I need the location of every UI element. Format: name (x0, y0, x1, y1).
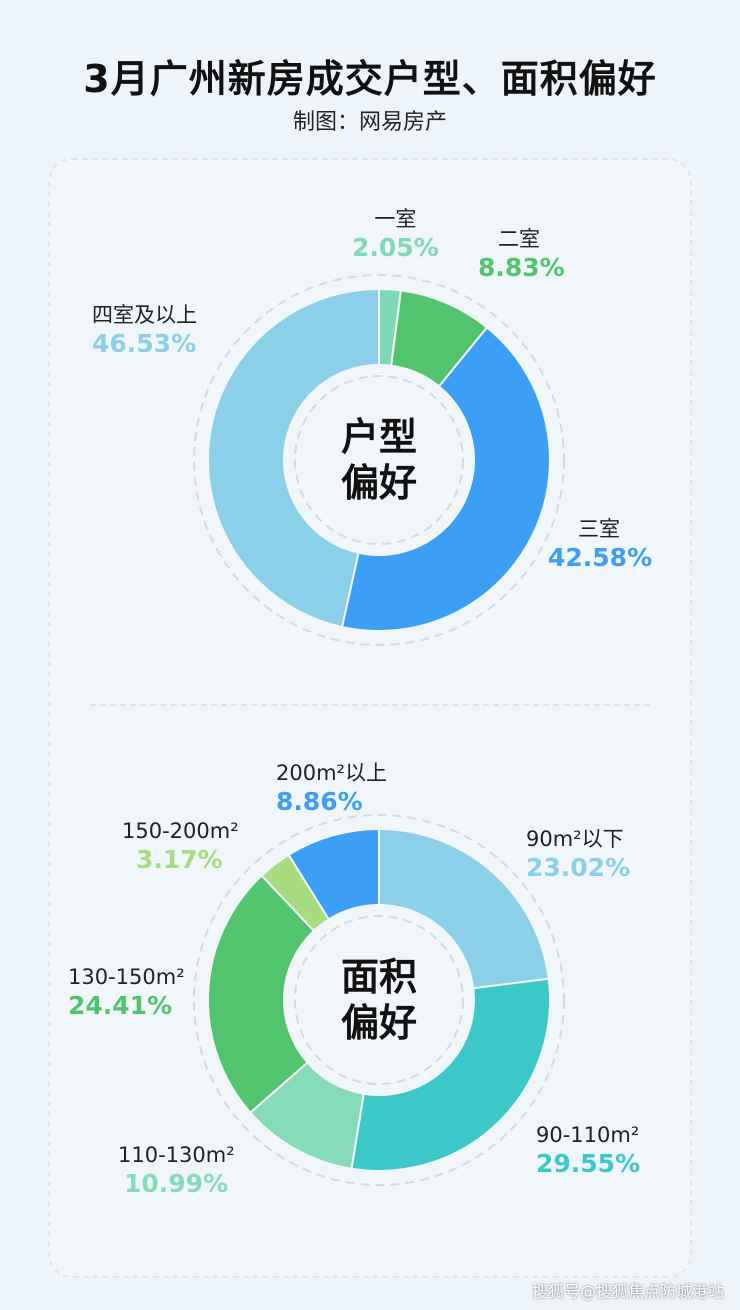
label-130-150: 130-150m² 24.41% (68, 965, 185, 1020)
donut-slice-四室及以上 (207, 287, 380, 629)
donut-slice-200m²以上 (287, 827, 380, 921)
page-title: 3月广州新房成交户型、面积偏好 (83, 57, 657, 101)
label-150-200: 150-200m² 3.17% (122, 819, 239, 874)
watermark: 搜狐号@搜狐焦点防城港站 (531, 1282, 724, 1301)
label-90-110: 90-110m² 29.55% (536, 1123, 641, 1178)
label-3room: 三室 42.58% (548, 517, 653, 572)
label-110-130: 110-130m² 10.99% (118, 1143, 235, 1198)
donut-slice-130-150m² (207, 874, 316, 1115)
donut-hole (285, 366, 473, 554)
inner-dashed-ring (294, 375, 464, 545)
donut-slice-三室 (340, 326, 551, 632)
label-4room-plus: 四室及以上 46.53% (92, 303, 197, 358)
label-over-200: 200m²以上 8.86% (276, 761, 387, 816)
label-2room: 二室 8.83% (478, 227, 565, 282)
donut-slice-90m²以下 (378, 827, 550, 990)
label-under-90: 90m²以下 23.02% (526, 827, 631, 882)
center-label-1: 户型 偏好 (340, 415, 417, 505)
donut-hole (285, 906, 473, 1094)
inner-dashed-ring (294, 915, 464, 1085)
donut-slice-90-110m² (350, 977, 551, 1172)
outer-dashed-ring (193, 814, 565, 1186)
divider (90, 704, 650, 706)
label-1room: 一室 2.05% (352, 207, 439, 262)
page-subtitle: 制图：网易房产 (292, 110, 447, 135)
outer-dashed-ring (193, 274, 565, 646)
center-label-2: 面积 偏好 (340, 955, 417, 1045)
